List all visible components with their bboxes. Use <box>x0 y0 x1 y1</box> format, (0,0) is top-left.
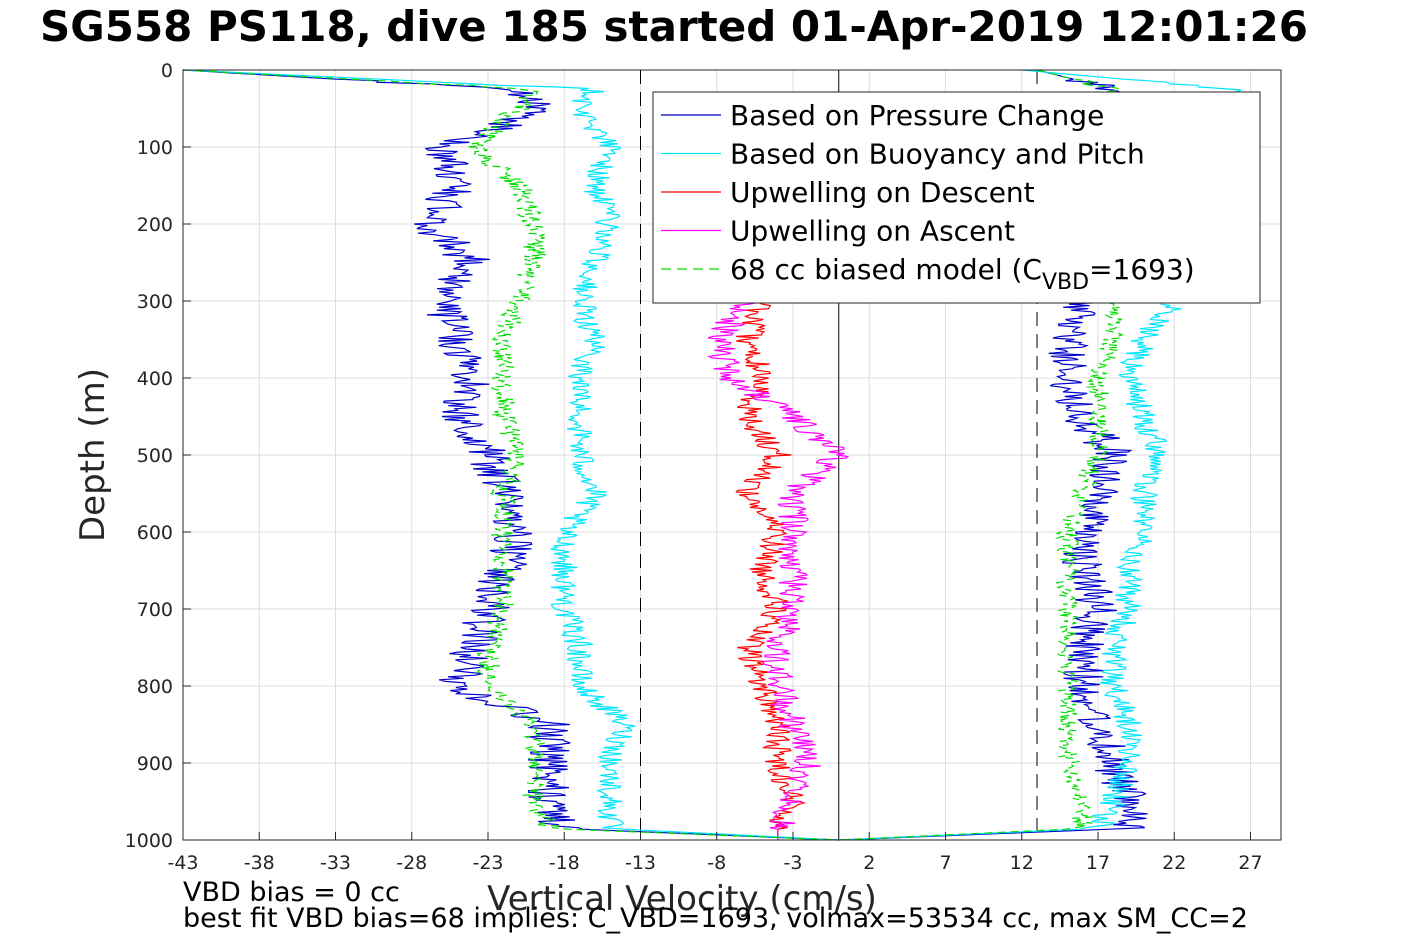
x-axis-label: Vertical Velocity (cm/s) <box>487 879 877 919</box>
legend-label: Based on Pressure Change <box>730 99 1104 132</box>
y-tick-label: 1000 <box>125 830 173 852</box>
x-tick-label: 27 <box>1238 852 1262 874</box>
y-tick-label: 300 <box>137 291 173 313</box>
y-tick-label: 100 <box>137 137 173 159</box>
x-tick-label: 12 <box>1010 852 1034 874</box>
x-tick-label: 17 <box>1086 852 1110 874</box>
series-line-descent <box>735 300 807 840</box>
y-tick-label: 900 <box>137 753 173 775</box>
y-tick-label: 0 <box>161 60 173 82</box>
best-fit-note: best fit VBD bias=68 implies: C_VBD=1693… <box>183 903 1248 934</box>
x-tick-label: 22 <box>1162 852 1186 874</box>
legend-label: 68 cc biased model (CVBD=1693) <box>730 253 1195 295</box>
y-tick-label: 200 <box>137 214 173 236</box>
chart-title: SG558 PS118, dive 185 started 01-Apr-201… <box>40 2 1308 51</box>
x-tick-label: -33 <box>320 852 351 874</box>
x-tick-label: -28 <box>396 852 427 874</box>
x-tick-label: -43 <box>167 852 198 874</box>
x-tick-label: -18 <box>549 852 580 874</box>
series-line-descent <box>182 69 839 841</box>
x-tick-label: -38 <box>244 852 275 874</box>
series-line-descent <box>182 69 839 841</box>
legend: Based on Pressure Change Based on Buoyanc… <box>652 91 1261 304</box>
x-tick-label: 7 <box>939 852 951 874</box>
x-tick-label: -8 <box>707 852 726 874</box>
x-tick-label: -13 <box>625 852 656 874</box>
y-tick-label: 800 <box>137 676 173 698</box>
y-tick-label: 700 <box>137 599 173 621</box>
y-tick-label: 500 <box>137 445 173 467</box>
series-line-ascent <box>706 300 850 840</box>
legend-label: Based on Buoyancy and Pitch <box>730 138 1145 171</box>
y-tick-label: 600 <box>137 522 173 544</box>
y-tick-label: 400 <box>137 368 173 390</box>
y-axis-label: Depth (m) <box>73 368 113 542</box>
legend-label: Upwelling on Descent <box>730 176 1035 209</box>
legend-label: Upwelling on Ascent <box>730 215 1015 248</box>
x-tick-label: -23 <box>472 852 503 874</box>
tick-labels: -43 -38 -33 -28 -23 -18 -13 -8 -3 2 7 12 17 22 2701002… <box>125 60 1263 874</box>
vbd-bias-note: VBD bias = 0 cc <box>183 877 400 908</box>
x-tick-label: 2 <box>863 852 875 874</box>
legend-box <box>652 91 1261 304</box>
x-tick-label: -3 <box>784 852 803 874</box>
